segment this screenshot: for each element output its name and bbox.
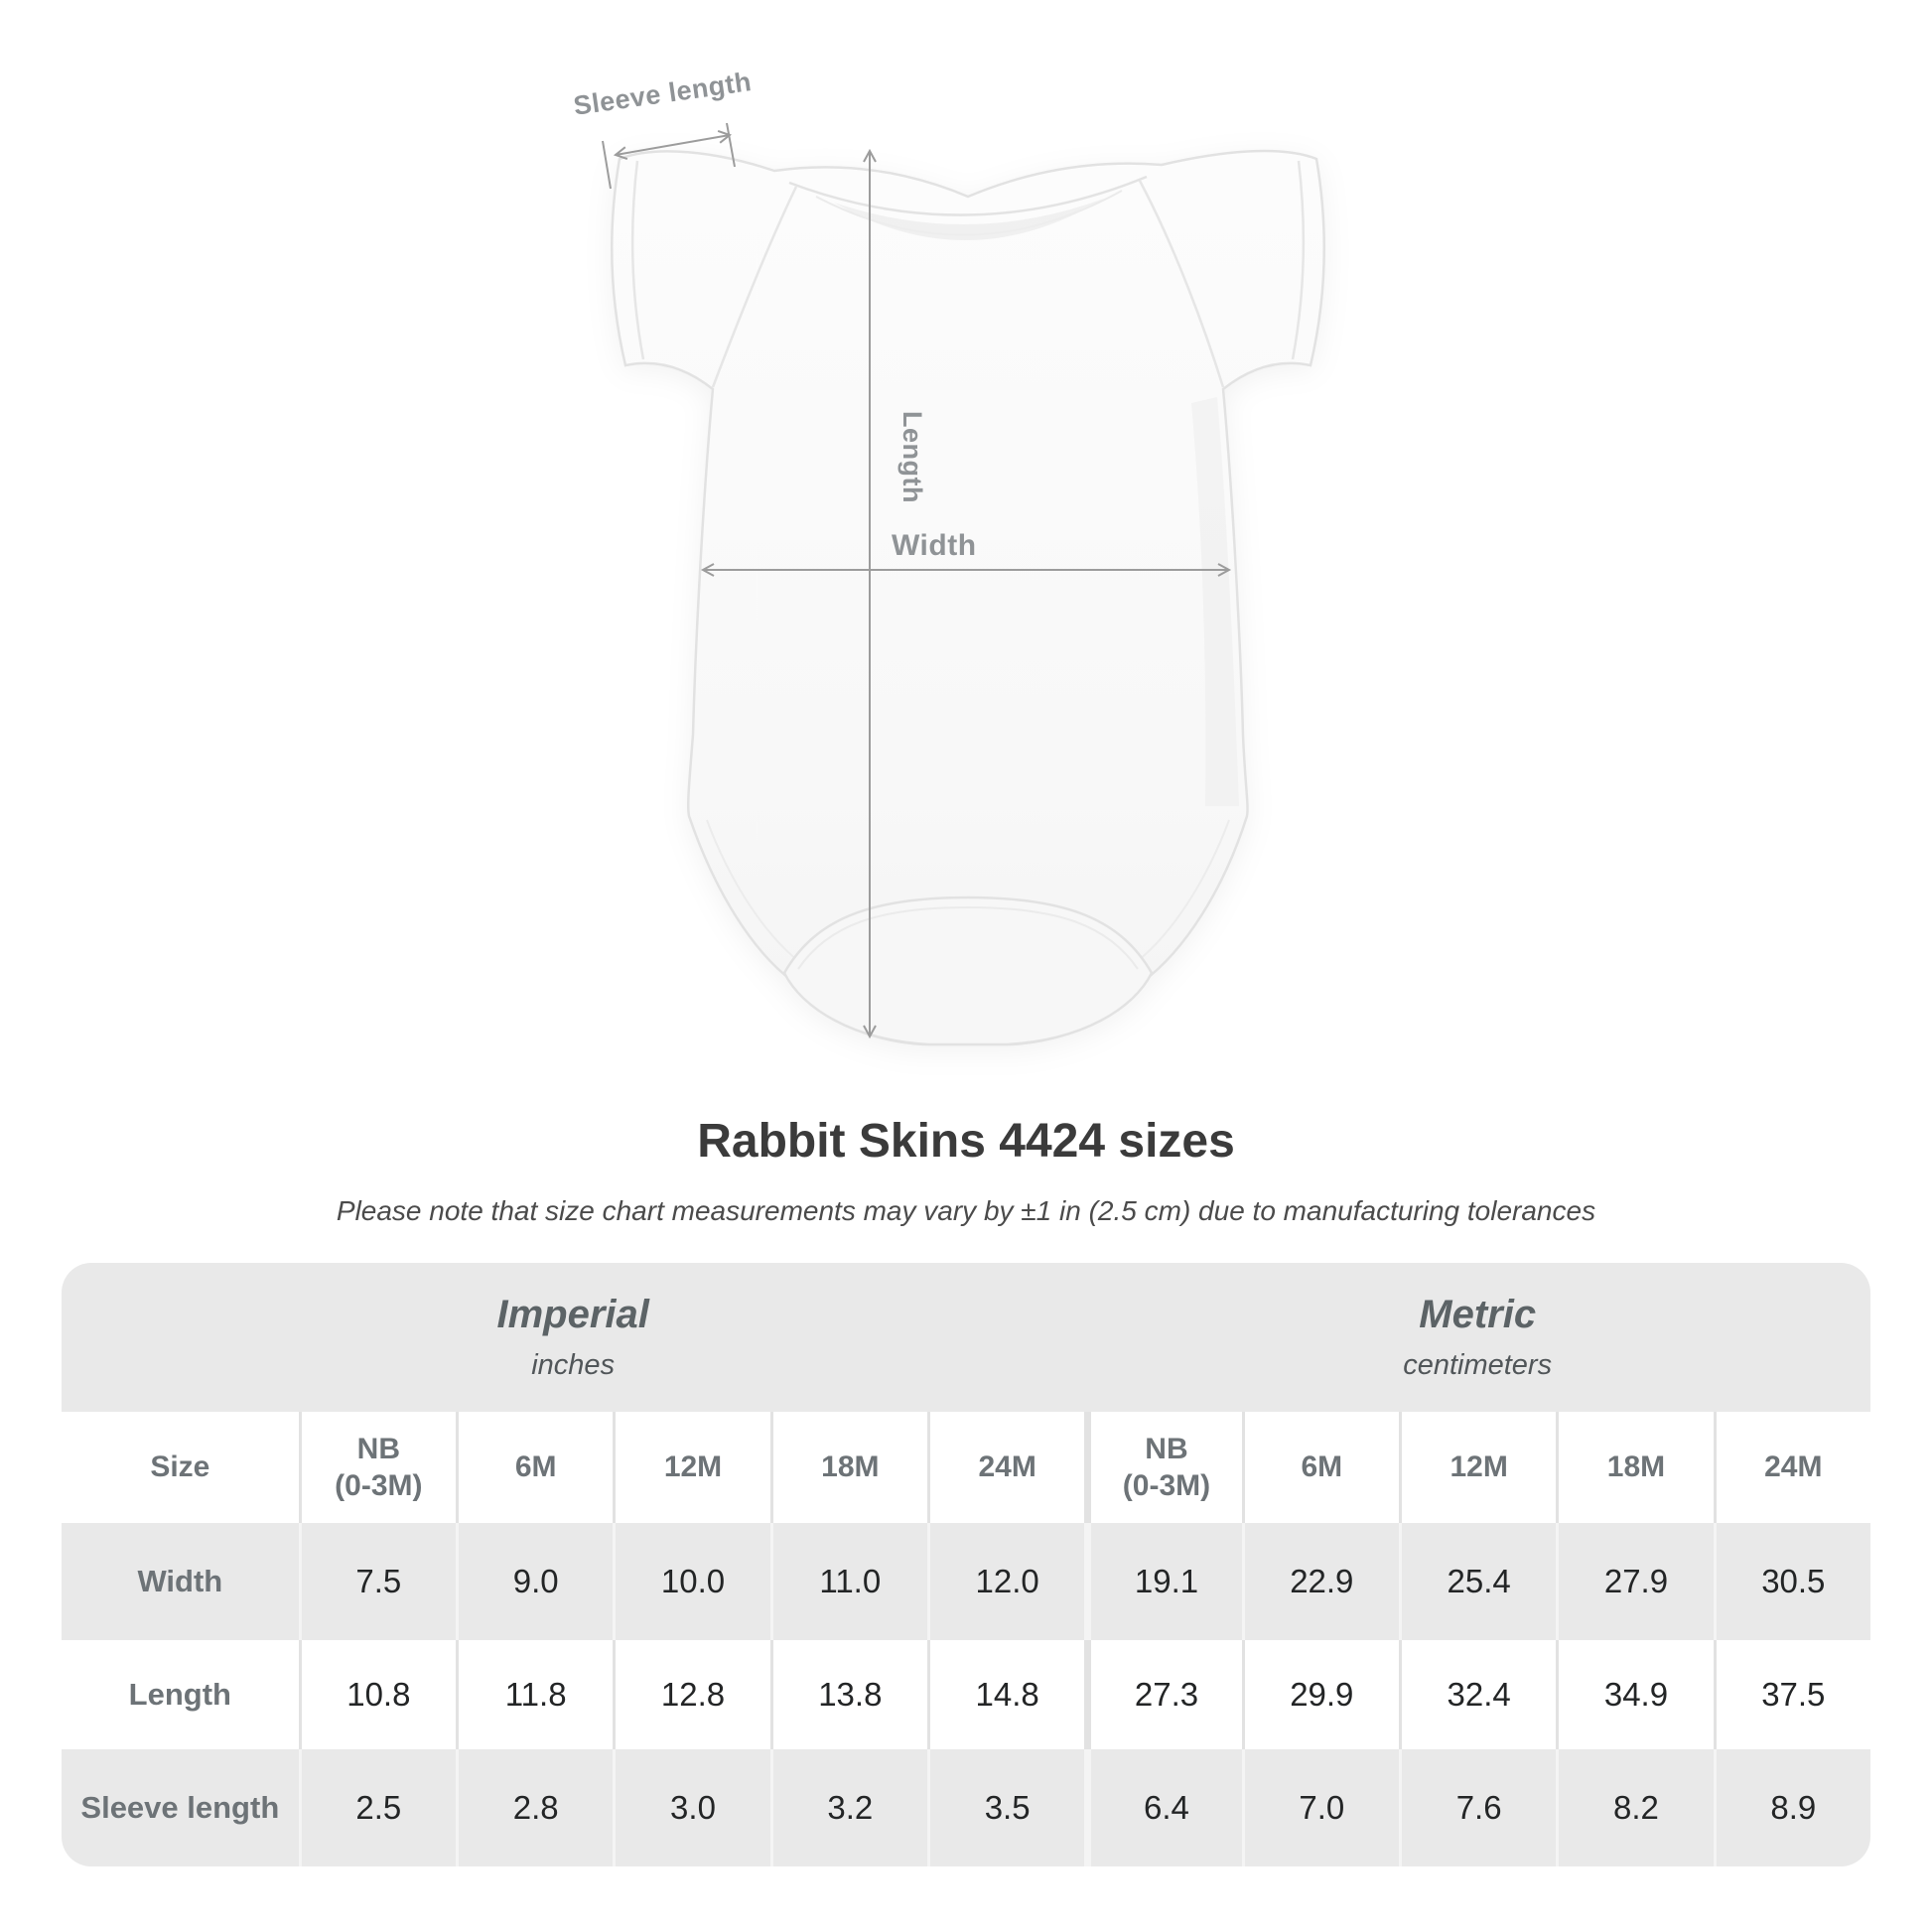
width-nb-imperial: 7.5 bbox=[298, 1523, 456, 1640]
column-header-18m-imperial: 18M bbox=[769, 1412, 927, 1523]
sleeve-dimension-tick-left bbox=[602, 140, 612, 190]
row-label-sleeve-length: Sleeve length bbox=[62, 1749, 299, 1866]
row-label-length: Length bbox=[62, 1640, 299, 1749]
length-nb-imperial: 10.8 bbox=[298, 1640, 456, 1749]
sleeve-12m-metric: 7.6 bbox=[1398, 1749, 1557, 1866]
sleeve-18m-imperial: 3.2 bbox=[769, 1749, 927, 1866]
column-header-6m-imperial: 6M bbox=[456, 1412, 614, 1523]
sleeve-24m-imperial: 3.5 bbox=[926, 1749, 1085, 1866]
sleeve-hem-left bbox=[630, 160, 645, 360]
length-row: Length 10.8 11.8 12.8 13.8 14.8 27.3 29.… bbox=[62, 1640, 1870, 1749]
sleeve-dimension-tick-right bbox=[726, 122, 736, 168]
neckline-binding bbox=[788, 175, 1148, 216]
sleeve-dimension-arrow bbox=[613, 130, 733, 160]
size-table: Imperial inches Metric centimeters Size … bbox=[62, 1263, 1870, 1866]
width-12m-imperial: 10.0 bbox=[613, 1523, 770, 1640]
column-header-18m-metric: 18M bbox=[1556, 1412, 1714, 1523]
sleeve-18m-metric: 8.2 bbox=[1556, 1749, 1714, 1866]
sleeve-12m-imperial: 3.0 bbox=[613, 1749, 770, 1866]
imperial-group-label: Imperial bbox=[496, 1293, 649, 1336]
length-24m-imperial: 14.8 bbox=[926, 1640, 1085, 1749]
column-header-12m-imperial: 12M bbox=[613, 1412, 770, 1523]
tolerance-note: Please note that size chart measurements… bbox=[336, 1195, 1596, 1226]
width-dimension-label: Width bbox=[892, 529, 977, 562]
column-header-nb-metric: NB (0-3M) bbox=[1084, 1412, 1242, 1523]
dimension-annotations bbox=[602, 122, 1232, 1039]
length-12m-metric: 32.4 bbox=[1398, 1640, 1557, 1749]
length-18m-imperial: 13.8 bbox=[769, 1640, 927, 1749]
width-24m-metric: 30.5 bbox=[1713, 1523, 1870, 1640]
width-row: Width 7.5 9.0 10.0 11.0 12.0 19.1 22.9 2… bbox=[62, 1523, 1870, 1640]
leg-binding-right bbox=[1137, 819, 1230, 962]
sleeve-length-row: Sleeve length 2.5 2.8 3.0 3.2 3.5 6.4 7.… bbox=[62, 1749, 1870, 1866]
width-24m-imperial: 12.0 bbox=[926, 1523, 1085, 1640]
sleeve-6m-metric: 7.0 bbox=[1241, 1749, 1399, 1866]
size-header-row: Size NB (0-3M) 6M 12M 18M 24M NB (0-3M) … bbox=[62, 1412, 1870, 1523]
size-column-header: Size bbox=[62, 1412, 299, 1523]
lap-shoulder-seam-right bbox=[1138, 180, 1225, 388]
width-nb-metric: 19.1 bbox=[1084, 1523, 1242, 1640]
column-header-12m-metric: 12M bbox=[1398, 1412, 1557, 1523]
length-6m-imperial: 11.8 bbox=[456, 1640, 614, 1749]
column-header-24m-imperial: 24M bbox=[926, 1412, 1085, 1523]
sleeve-nb-imperial: 2.5 bbox=[298, 1749, 456, 1866]
width-6m-imperial: 9.0 bbox=[456, 1523, 614, 1640]
metric-group-label: Metric bbox=[1419, 1293, 1537, 1336]
width-12m-metric: 25.4 bbox=[1398, 1523, 1557, 1640]
sleeve-nb-metric: 6.4 bbox=[1084, 1749, 1242, 1866]
metric-group-unit: centimeters bbox=[1403, 1349, 1553, 1381]
lap-shoulder-seam-left bbox=[711, 186, 798, 388]
column-header-24m-metric: 24M bbox=[1713, 1412, 1870, 1523]
imperial-group-unit: inches bbox=[531, 1349, 616, 1381]
width-18m-metric: 27.9 bbox=[1556, 1523, 1714, 1640]
metric-group-header: Metric centimeters bbox=[1084, 1263, 1870, 1412]
column-header-6m-metric: 6M bbox=[1241, 1412, 1399, 1523]
sleeve-6m-imperial: 2.8 bbox=[456, 1749, 614, 1866]
sleeve-hem-right bbox=[1291, 160, 1306, 360]
row-label-width: Width bbox=[62, 1523, 299, 1640]
page-title: Rabbit Skins 4424 sizes bbox=[697, 1115, 1235, 1168]
length-18m-metric: 34.9 bbox=[1556, 1640, 1714, 1749]
width-18m-imperial: 11.0 bbox=[769, 1523, 927, 1640]
length-nb-metric: 27.3 bbox=[1084, 1640, 1242, 1749]
unit-group-header-row: Imperial inches Metric centimeters bbox=[62, 1263, 1870, 1412]
length-24m-metric: 37.5 bbox=[1713, 1640, 1870, 1749]
torso-shading-right bbox=[1191, 397, 1239, 806]
column-header-nb-imperial: NB (0-3M) bbox=[298, 1412, 456, 1523]
leg-binding-left bbox=[706, 819, 799, 962]
length-dimension-label: Length bbox=[897, 411, 927, 503]
neck-shading bbox=[834, 199, 1104, 241]
length-12m-imperial: 12.8 bbox=[613, 1640, 770, 1749]
length-6m-metric: 29.9 bbox=[1241, 1640, 1399, 1749]
sleeve-24m-metric: 8.9 bbox=[1713, 1749, 1870, 1866]
garment-diagram: Sleeve length Length Width bbox=[572, 67, 1325, 1046]
width-6m-metric: 22.9 bbox=[1241, 1523, 1399, 1640]
snap-flap-binding bbox=[797, 905, 1139, 970]
imperial-group-header: Imperial inches bbox=[62, 1263, 1085, 1412]
